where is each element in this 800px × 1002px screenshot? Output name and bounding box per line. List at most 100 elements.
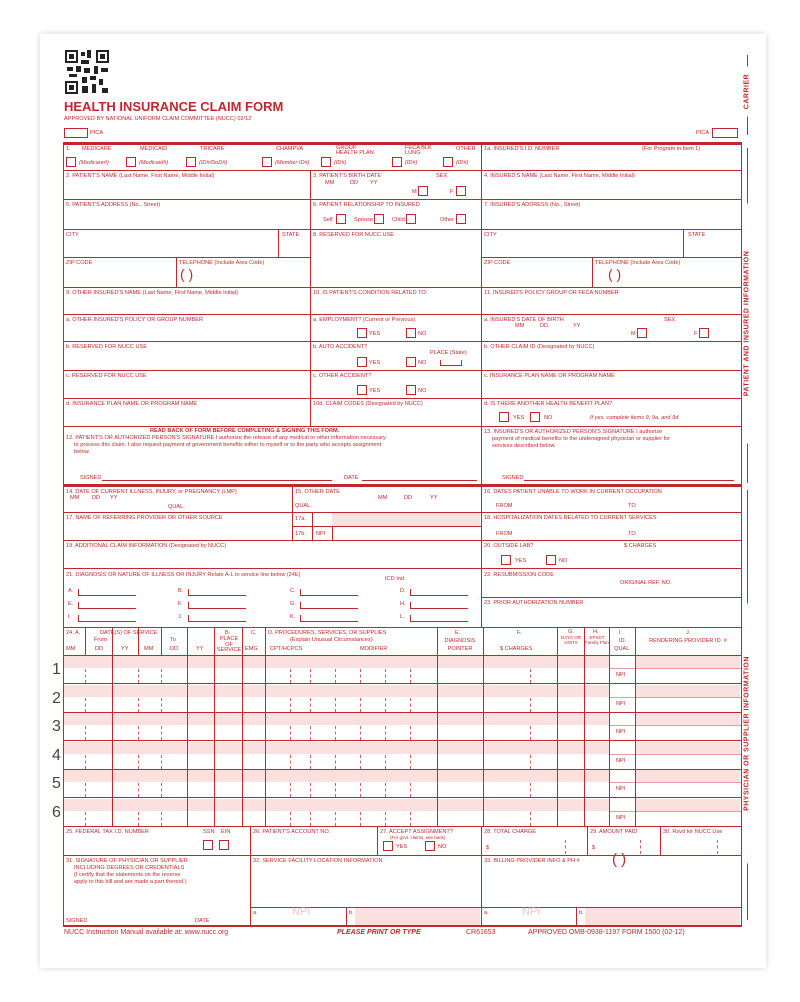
champva-sub: (Member ID#) — [275, 160, 310, 166]
line-subdivider — [609, 725, 741, 726]
another-plan-yes-checkbox[interactable] — [499, 412, 509, 422]
ein-checkbox[interactable] — [219, 840, 229, 850]
diagnosis-field[interactable] — [78, 589, 136, 596]
33a-npi-watermark: NPI — [522, 906, 541, 918]
service-line-shaded — [635, 770, 740, 782]
patient-date-line[interactable] — [362, 480, 477, 481]
insured-sex-f-checkbox[interactable] — [699, 328, 709, 338]
other-accident-label: c. OTHER ACCIDENT? — [313, 373, 372, 379]
insured-address-label: 7. INSURED'S ADDRESS (No., Street) — [484, 202, 581, 208]
cell-divider — [635, 769, 636, 797]
h24-e: E. — [455, 630, 461, 636]
diagnosis-field[interactable] — [410, 589, 468, 596]
diagnosis-field[interactable] — [188, 615, 246, 622]
diagnosis-field[interactable] — [188, 602, 246, 609]
pica-box-left[interactable] — [64, 128, 88, 138]
cell-divider — [335, 726, 336, 740]
another-plan-note: If yes, complete items 9, 9a, and 9d. — [590, 415, 680, 421]
17a-shaded-field[interactable] — [332, 513, 480, 526]
line-npi-label: NPI — [616, 700, 626, 707]
sex-label: SEX — [436, 173, 448, 179]
feca-checkbox[interactable] — [392, 157, 402, 167]
h24-idq: ID. QUAL. — [614, 638, 631, 652]
cell-divider — [410, 811, 411, 826]
spouse-checkbox[interactable] — [374, 214, 384, 224]
state-label: STATE — [282, 232, 300, 238]
diagnosis-field[interactable] — [188, 589, 246, 596]
diagnosis-field[interactable] — [78, 615, 136, 622]
another-plan-no-checkbox[interactable] — [530, 412, 540, 422]
line-divider — [63, 740, 741, 741]
cell-divider — [385, 783, 386, 797]
outside-lab-yes-checkbox[interactable] — [501, 555, 511, 565]
bottom-rule — [63, 925, 742, 927]
line-number: 5 — [52, 775, 61, 792]
line-number: 3 — [52, 718, 61, 735]
diagnosis-field[interactable] — [300, 615, 358, 622]
outside-lab-no-checkbox[interactable] — [546, 555, 556, 565]
accept-yes-checkbox[interactable] — [383, 841, 393, 851]
diagnosis-field[interactable] — [78, 602, 136, 609]
cell-divider — [584, 769, 585, 797]
place-state-field[interactable] — [440, 360, 462, 366]
cell-divider — [265, 712, 266, 740]
other-policy-label: a. OTHER INSURED'S POLICY OR GROUP NUMBE… — [66, 317, 204, 323]
reserved-9c-label: c. RESERVED FOR NUCC USE — [66, 373, 147, 379]
from-label: FROM — [496, 531, 513, 537]
insured-signature-line[interactable] — [524, 480, 734, 481]
champva-checkbox[interactable] — [262, 157, 272, 167]
h24-f: F. — [517, 630, 522, 636]
self-checkbox[interactable] — [336, 214, 346, 224]
service-line-shaded — [64, 798, 609, 811]
physician-signed-label: SIGNED — [66, 918, 88, 924]
h24-rend: RENDERING PROVIDER ID. # — [649, 638, 727, 644]
amount-paid-label: 29. AMOUNT PAID — [590, 829, 638, 835]
32b-field[interactable] — [355, 908, 480, 925]
cell-divider — [584, 655, 585, 683]
other-checkbox[interactable] — [443, 157, 453, 167]
cell-divider — [483, 740, 484, 769]
diagnosis-field[interactable] — [300, 589, 358, 596]
diagnosis-field[interactable] — [410, 615, 468, 622]
reserved-8-label: 8. RESERVED FOR NUCC USE — [313, 232, 395, 238]
other-accident-no-checkbox[interactable] — [406, 385, 416, 395]
diagnosis-field[interactable] — [410, 602, 468, 609]
other-rel-checkbox[interactable] — [456, 214, 466, 224]
cell-divider — [557, 712, 558, 740]
cell-divider — [410, 697, 411, 712]
cell-divider — [483, 655, 484, 683]
h24-fch: $ CHARGES — [500, 646, 533, 652]
group-health-checkbox[interactable] — [321, 157, 331, 167]
cell-divider — [85, 783, 86, 797]
patient-sex-m-checkbox[interactable] — [418, 186, 428, 196]
insured-sex-m-checkbox[interactable] — [637, 328, 647, 338]
cell-divider — [360, 697, 361, 712]
cell-divider — [112, 769, 113, 797]
child-checkbox[interactable] — [406, 214, 416, 224]
ssn-checkbox[interactable] — [203, 840, 213, 850]
cell-divider — [85, 811, 86, 826]
header-divider — [609, 627, 610, 655]
auto-yes-checkbox[interactable] — [357, 357, 367, 367]
33b-field[interactable] — [585, 908, 740, 925]
mm-label: MM — [144, 646, 154, 652]
pica-box-right[interactable] — [712, 128, 738, 138]
h24-d: D. PROCEDURES, SERVICES, OR SUPPLIES — [268, 630, 387, 636]
medicare-checkbox[interactable] — [66, 157, 76, 167]
form-title: HEALTH INSURANCE CLAIM FORM — [64, 99, 284, 114]
diagnosis-field[interactable] — [300, 602, 358, 609]
accept-no-checkbox[interactable] — [425, 841, 435, 851]
patient-sex-f-checkbox[interactable] — [456, 186, 466, 196]
tricare-checkbox[interactable] — [186, 157, 196, 167]
medicaid-checkbox[interactable] — [126, 157, 136, 167]
employment-no-checkbox[interactable] — [406, 328, 416, 338]
patient-signature-line[interactable] — [102, 480, 332, 481]
billing-phone-parens: ( ) — [612, 851, 627, 868]
auto-no-checkbox[interactable] — [406, 357, 416, 367]
employment-yes-checkbox[interactable] — [357, 328, 367, 338]
cell-divider — [138, 754, 139, 769]
other-accident-yes-checkbox[interactable] — [357, 385, 367, 395]
ssn-label: SSN — [203, 829, 215, 835]
cell-divider — [242, 740, 243, 769]
dollar-sign: $ — [486, 845, 490, 851]
